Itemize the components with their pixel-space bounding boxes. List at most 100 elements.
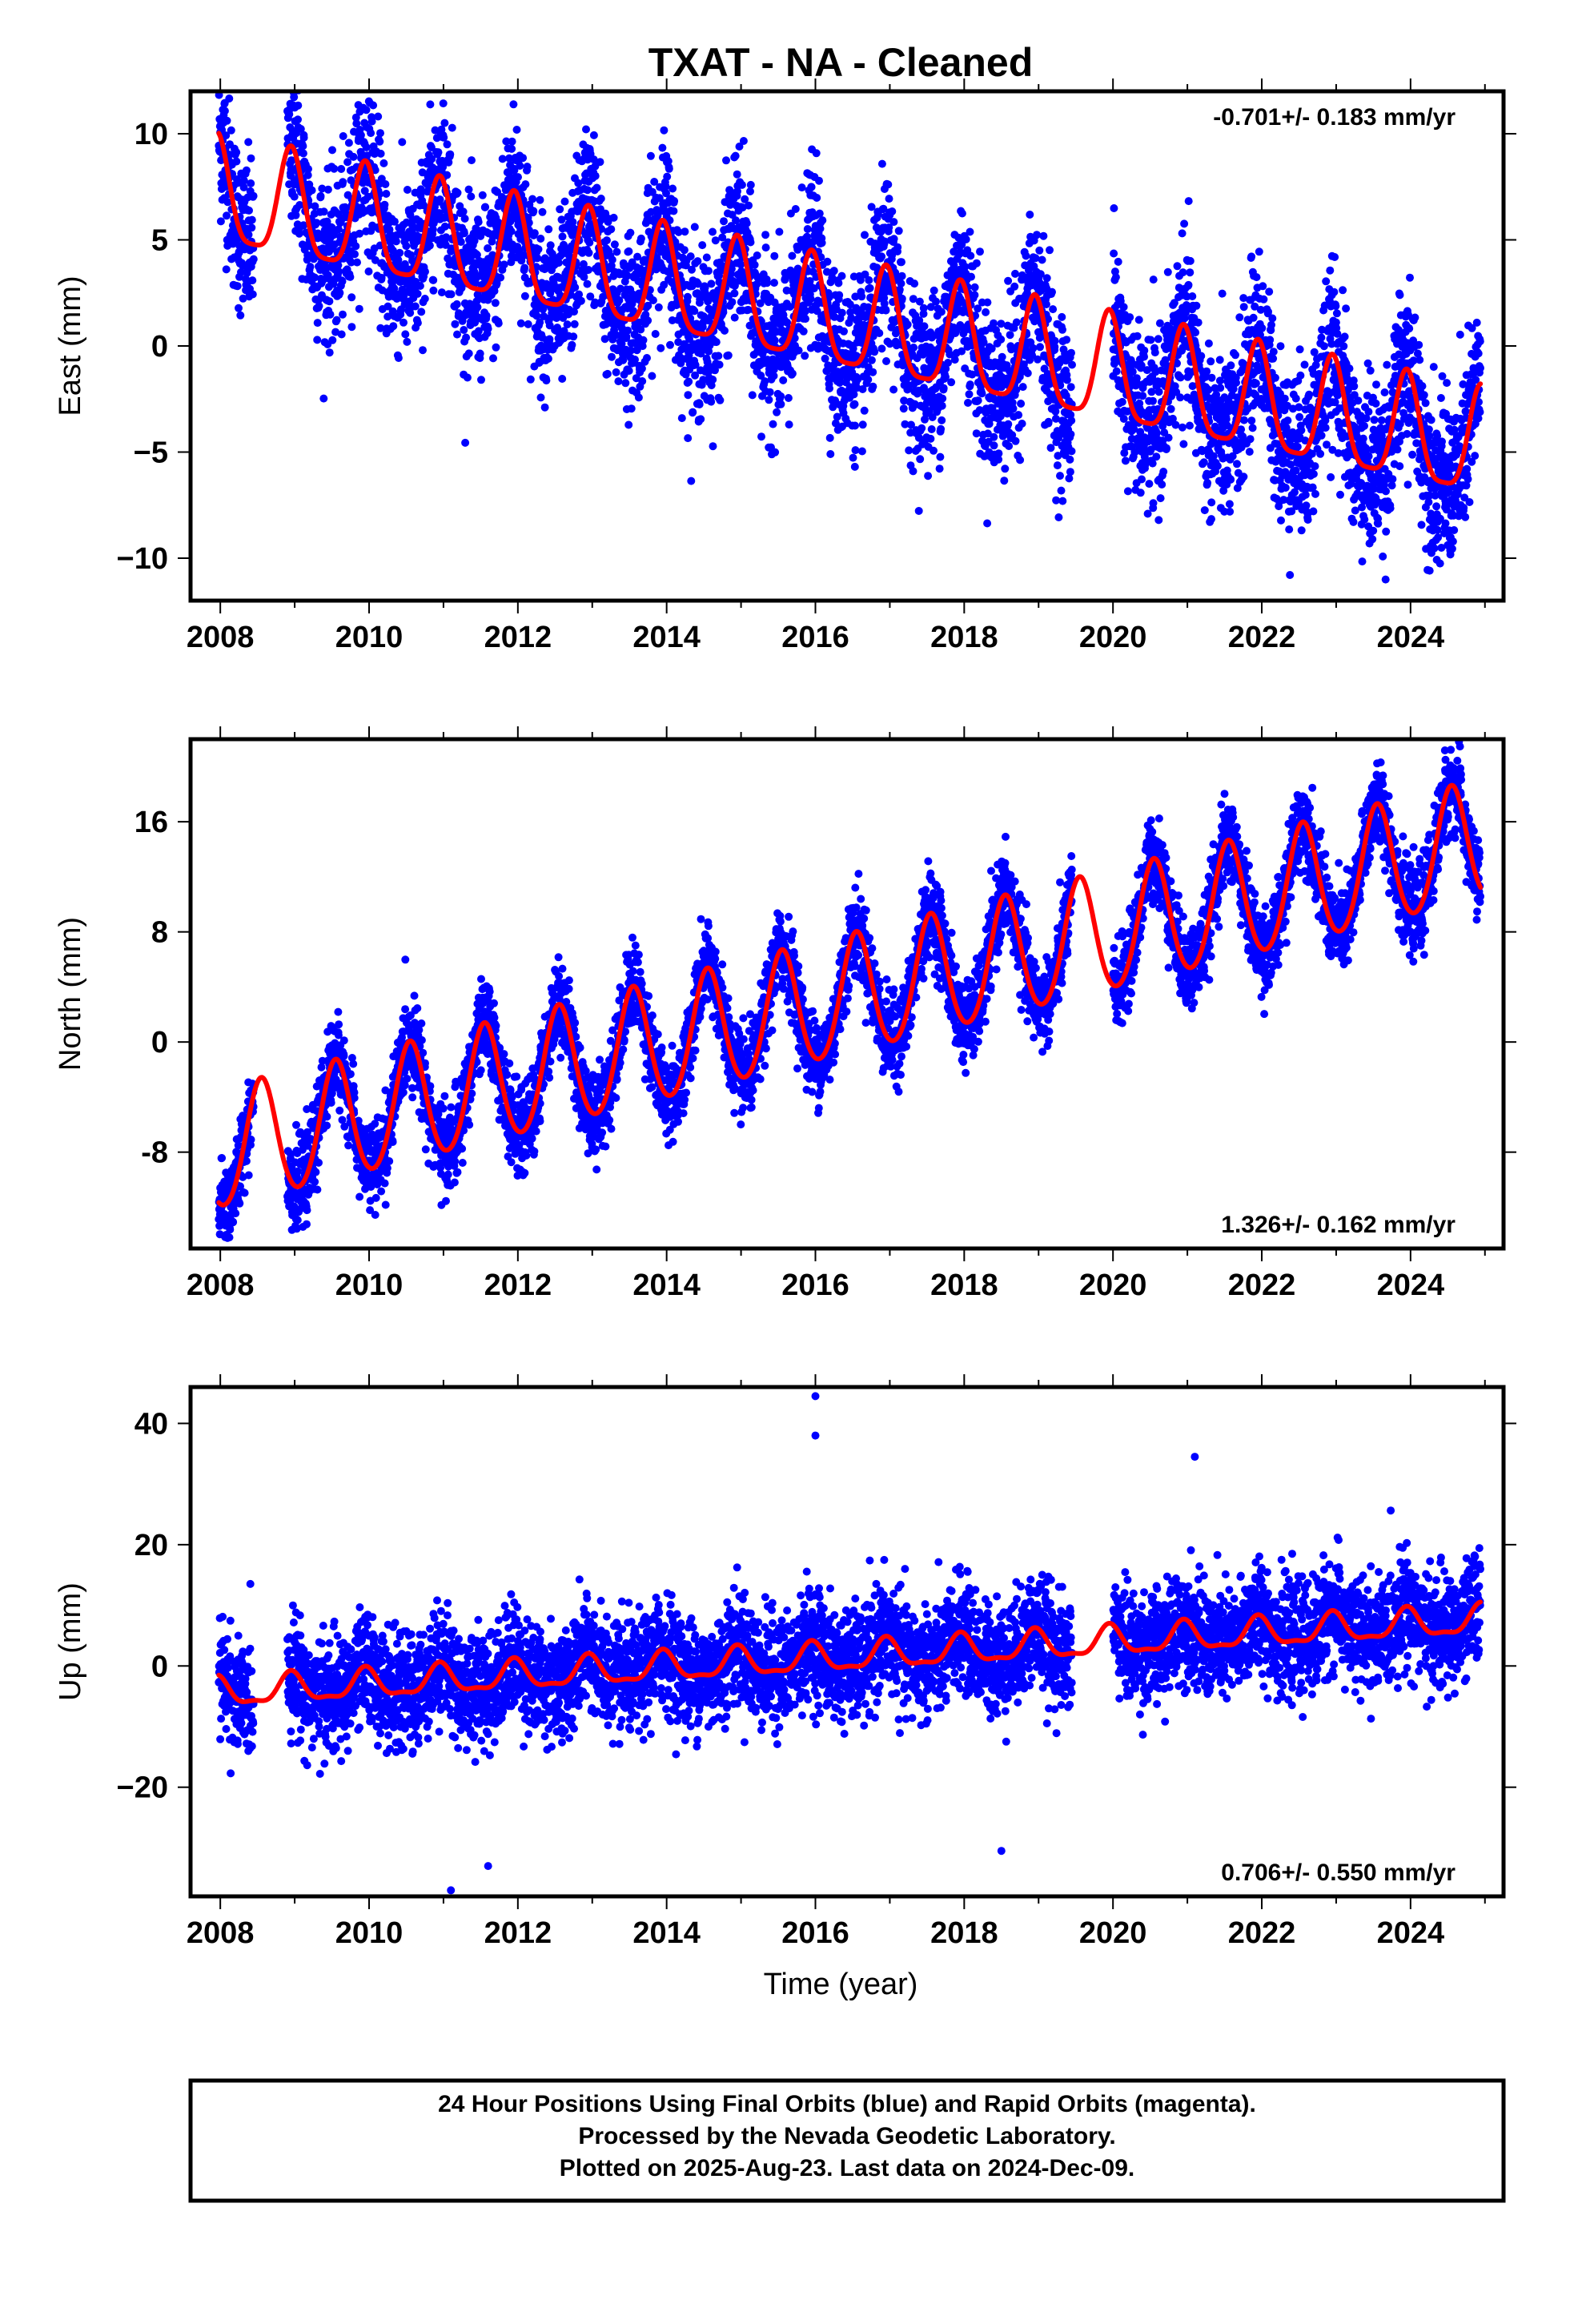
data-point bbox=[394, 255, 403, 264]
data-point bbox=[364, 267, 373, 275]
data-point bbox=[583, 279, 592, 288]
data-point bbox=[453, 330, 461, 339]
data-point bbox=[570, 308, 578, 316]
data-point bbox=[490, 287, 499, 296]
data-point bbox=[689, 408, 697, 416]
data-point bbox=[1232, 378, 1240, 387]
data-point bbox=[383, 302, 392, 311]
data-point bbox=[351, 113, 360, 122]
data-point bbox=[459, 207, 468, 216]
data-point bbox=[434, 148, 443, 157]
data-point bbox=[797, 183, 806, 192]
data-point bbox=[1266, 336, 1275, 344]
data-point bbox=[905, 446, 913, 455]
data-point bbox=[684, 434, 693, 443]
data-point bbox=[482, 312, 491, 320]
data-point bbox=[875, 329, 884, 337]
data-point bbox=[1176, 393, 1185, 402]
data-point bbox=[1018, 383, 1027, 392]
data-point bbox=[1039, 231, 1048, 240]
data-point bbox=[865, 275, 873, 284]
data-point bbox=[380, 200, 389, 209]
data-point bbox=[1207, 498, 1216, 507]
data-point bbox=[881, 306, 890, 315]
data-point bbox=[818, 216, 827, 225]
data-point bbox=[1010, 282, 1019, 291]
data-point bbox=[930, 286, 938, 295]
data-point bbox=[1154, 335, 1162, 344]
data-point bbox=[1176, 373, 1185, 382]
data-point bbox=[512, 126, 521, 134]
data-point bbox=[966, 251, 975, 260]
data-point bbox=[334, 261, 343, 270]
data-point bbox=[761, 243, 770, 252]
data-point bbox=[775, 227, 784, 236]
data-point bbox=[1207, 515, 1215, 524]
data-point bbox=[554, 259, 563, 267]
data-point bbox=[325, 297, 334, 306]
data-point bbox=[663, 172, 672, 181]
data-point bbox=[507, 258, 516, 267]
data-point bbox=[285, 75, 293, 83]
data-point bbox=[1014, 411, 1023, 420]
data-point bbox=[492, 343, 500, 352]
data-point bbox=[244, 231, 253, 239]
data-point bbox=[721, 326, 729, 335]
data-point bbox=[1138, 475, 1146, 484]
data-point bbox=[544, 225, 553, 234]
data-point bbox=[1004, 420, 1013, 428]
data-point bbox=[596, 195, 605, 203]
data-point bbox=[1186, 268, 1195, 277]
data-point bbox=[1207, 357, 1215, 366]
data-point bbox=[223, 198, 232, 207]
data-point bbox=[429, 275, 438, 284]
data-point bbox=[349, 152, 358, 161]
data-point bbox=[884, 180, 893, 189]
data-point bbox=[540, 312, 548, 320]
data-point bbox=[1140, 346, 1149, 355]
data-point bbox=[460, 326, 468, 334]
data-point bbox=[791, 205, 800, 213]
data-point bbox=[821, 354, 829, 363]
data-point bbox=[1111, 273, 1120, 282]
data-point bbox=[299, 133, 308, 142]
data-point bbox=[311, 202, 319, 211]
data-point bbox=[1152, 452, 1161, 461]
data-point bbox=[413, 319, 422, 328]
data-point bbox=[994, 449, 1003, 458]
data-point bbox=[437, 288, 446, 297]
data-point bbox=[1300, 360, 1309, 369]
data-point bbox=[935, 464, 944, 473]
data-point bbox=[247, 223, 256, 232]
data-point bbox=[295, 229, 303, 238]
data-point bbox=[724, 351, 733, 360]
data-point bbox=[983, 519, 992, 528]
data-point bbox=[825, 384, 833, 392]
data-point bbox=[249, 255, 258, 263]
data-point bbox=[536, 235, 545, 243]
data-point bbox=[235, 304, 243, 312]
data-point bbox=[972, 259, 981, 267]
data-point bbox=[1123, 487, 1132, 496]
data-point bbox=[326, 310, 335, 319]
data-point bbox=[861, 231, 869, 239]
data-point bbox=[402, 242, 411, 251]
data-point bbox=[615, 296, 624, 304]
data-point bbox=[1255, 247, 1263, 256]
data-point bbox=[695, 400, 704, 408]
data-point bbox=[1038, 255, 1046, 264]
data-point bbox=[462, 333, 471, 342]
data-point bbox=[1149, 275, 1158, 284]
data-point bbox=[420, 295, 429, 303]
data-point bbox=[693, 257, 702, 266]
data-point bbox=[500, 260, 508, 269]
data-point bbox=[339, 132, 347, 140]
data-point bbox=[290, 93, 299, 102]
data-point bbox=[596, 158, 604, 167]
data-point bbox=[245, 206, 253, 215]
data-point bbox=[1269, 348, 1278, 356]
data-point bbox=[444, 158, 453, 167]
data-point bbox=[347, 258, 355, 267]
data-point bbox=[851, 446, 860, 455]
data-point bbox=[421, 267, 429, 276]
